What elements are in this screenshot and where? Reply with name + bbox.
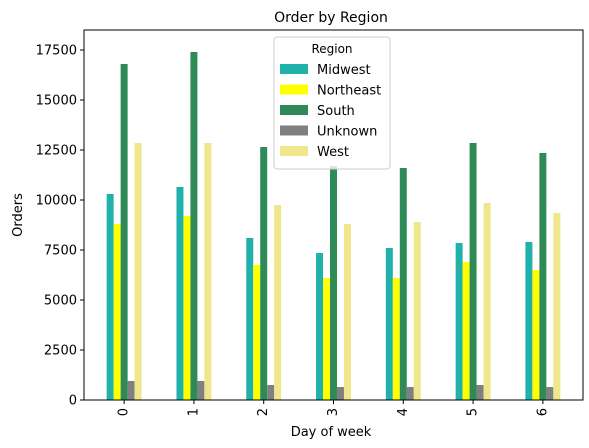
bar-south-1 — [190, 52, 198, 400]
bar-midwest-6 — [525, 242, 533, 400]
bars-layer — [106, 52, 561, 400]
plot-frame — [83, 29, 584, 401]
bar-west-1 — [204, 143, 212, 400]
x-tick-label: 5 — [466, 408, 481, 416]
bar-unknown-2 — [267, 385, 275, 400]
bar-south-6 — [539, 153, 547, 400]
bar-northeast-4 — [392, 278, 400, 400]
legend-label-west: West — [317, 145, 349, 160]
x-tick-label: 4 — [396, 408, 411, 416]
y-tick-label: 2500 — [44, 344, 77, 359]
x-axis-label: Day of week — [291, 425, 372, 440]
bar-midwest-5 — [455, 243, 463, 400]
bar-west-6 — [553, 213, 561, 400]
bar-west-4 — [413, 222, 421, 400]
bar-south-3 — [330, 166, 337, 400]
bar-unknown-0 — [127, 381, 135, 400]
legend-swatch-northeast — [280, 84, 308, 95]
legend-swatch-midwest — [280, 64, 308, 74]
legend-label-midwest: Midwest — [317, 63, 371, 78]
bar-northeast-2 — [253, 265, 261, 400]
y-tick-label: 7500 — [44, 244, 77, 259]
bar-west-5 — [483, 203, 491, 400]
legend-items: Midwest Northeast South Unknown West — [280, 63, 381, 160]
legend-swatch-south — [280, 105, 308, 115]
legend: Region Midwest Northeast South Unknown West — [273, 36, 391, 170]
y-tick-label: 5000 — [44, 294, 77, 309]
bar-west-2 — [274, 205, 282, 400]
y-tick-label: 12500 — [36, 144, 77, 159]
y-tick-label: 10000 — [36, 194, 77, 209]
x-tick-label: 2 — [256, 408, 271, 416]
bar-west-3 — [343, 224, 351, 400]
bar-northeast-5 — [462, 262, 470, 400]
x-tick-label: 1 — [186, 408, 201, 416]
bar-midwest-4 — [385, 248, 393, 400]
x-axis: 0 1 2 3 4 5 6 — [117, 400, 550, 416]
bar-northeast-3 — [323, 278, 331, 400]
y-axis-label: Orders — [11, 193, 26, 237]
legend-title: Region — [311, 42, 352, 56]
bar-unknown-6 — [546, 387, 554, 400]
bar-south-4 — [399, 168, 407, 400]
bar-northeast-6 — [532, 270, 540, 400]
legend-label-northeast: Northeast — [317, 84, 381, 99]
chart-title: Order by Region — [274, 10, 388, 26]
legend-label-south: South — [317, 104, 355, 119]
y-tick-label: 0 — [69, 394, 77, 409]
bar-south-0 — [120, 64, 128, 400]
y-tick-label: 17500 — [36, 44, 77, 59]
bar-midwest-2 — [246, 238, 254, 400]
bar-northeast-1 — [183, 216, 191, 400]
bar-midwest-0 — [106, 194, 114, 400]
legend-label-unknown: Unknown — [317, 125, 377, 140]
bar-northeast-0 — [113, 224, 121, 400]
x-tick-label: 0 — [117, 408, 132, 416]
bar-midwest-3 — [316, 253, 324, 400]
bar-west-0 — [134, 143, 142, 400]
bar-unknown-1 — [197, 381, 205, 400]
bar-unknown-5 — [476, 385, 484, 400]
y-tick-label: 15000 — [36, 94, 77, 109]
bar-south-2 — [260, 147, 268, 400]
legend-swatch-west — [280, 146, 308, 156]
bar-unknown-4 — [406, 387, 414, 400]
bar-south-5 — [469, 143, 477, 400]
bar-unknown-3 — [336, 387, 344, 400]
legend-swatch-unknown — [280, 125, 308, 136]
x-tick-label: 3 — [326, 408, 341, 416]
x-tick-label: 6 — [535, 408, 550, 416]
y-axis: 0 2500 5000 7500 10000 12500 15000 17500 — [36, 44, 84, 409]
bar-midwest-1 — [176, 187, 184, 400]
